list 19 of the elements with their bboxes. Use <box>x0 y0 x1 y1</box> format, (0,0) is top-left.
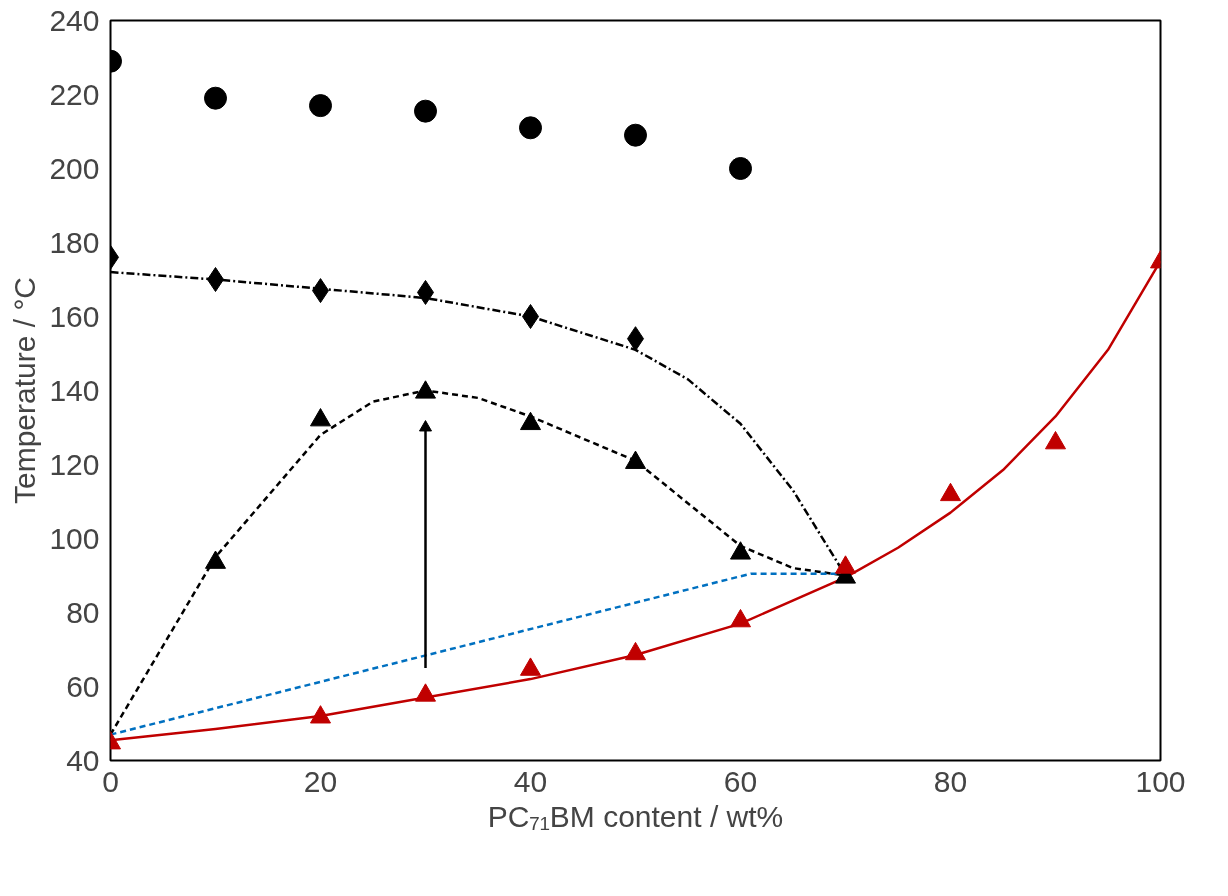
y-tick-label: 160 <box>49 299 100 333</box>
y-axis-title: Temperature / °C <box>8 276 42 505</box>
y-tick-label: 220 <box>49 77 100 111</box>
y-tick-label: 200 <box>49 151 100 185</box>
y-tick-label: 60 <box>66 669 100 703</box>
x-tick-label: 0 <box>102 764 119 798</box>
y-tick-label: 240 <box>49 3 100 37</box>
y-tick-label: 40 <box>66 743 100 777</box>
x-tick-label: 20 <box>303 764 338 798</box>
y-tick-label: 180 <box>49 225 100 259</box>
y-tick-label: 140 <box>49 373 100 407</box>
x-tick-label: 80 <box>933 764 968 798</box>
y-tick-label: 80 <box>66 595 100 629</box>
x-tick-label: 40 <box>513 764 548 798</box>
x-axis-title: PC₇₁BM content / wt% <box>487 799 784 833</box>
y-tick-label: 120 <box>49 447 100 481</box>
x-tick-label: 100 <box>1135 764 1186 798</box>
x-tick-label: 60 <box>723 764 758 798</box>
y-tick-label: 100 <box>49 521 100 555</box>
